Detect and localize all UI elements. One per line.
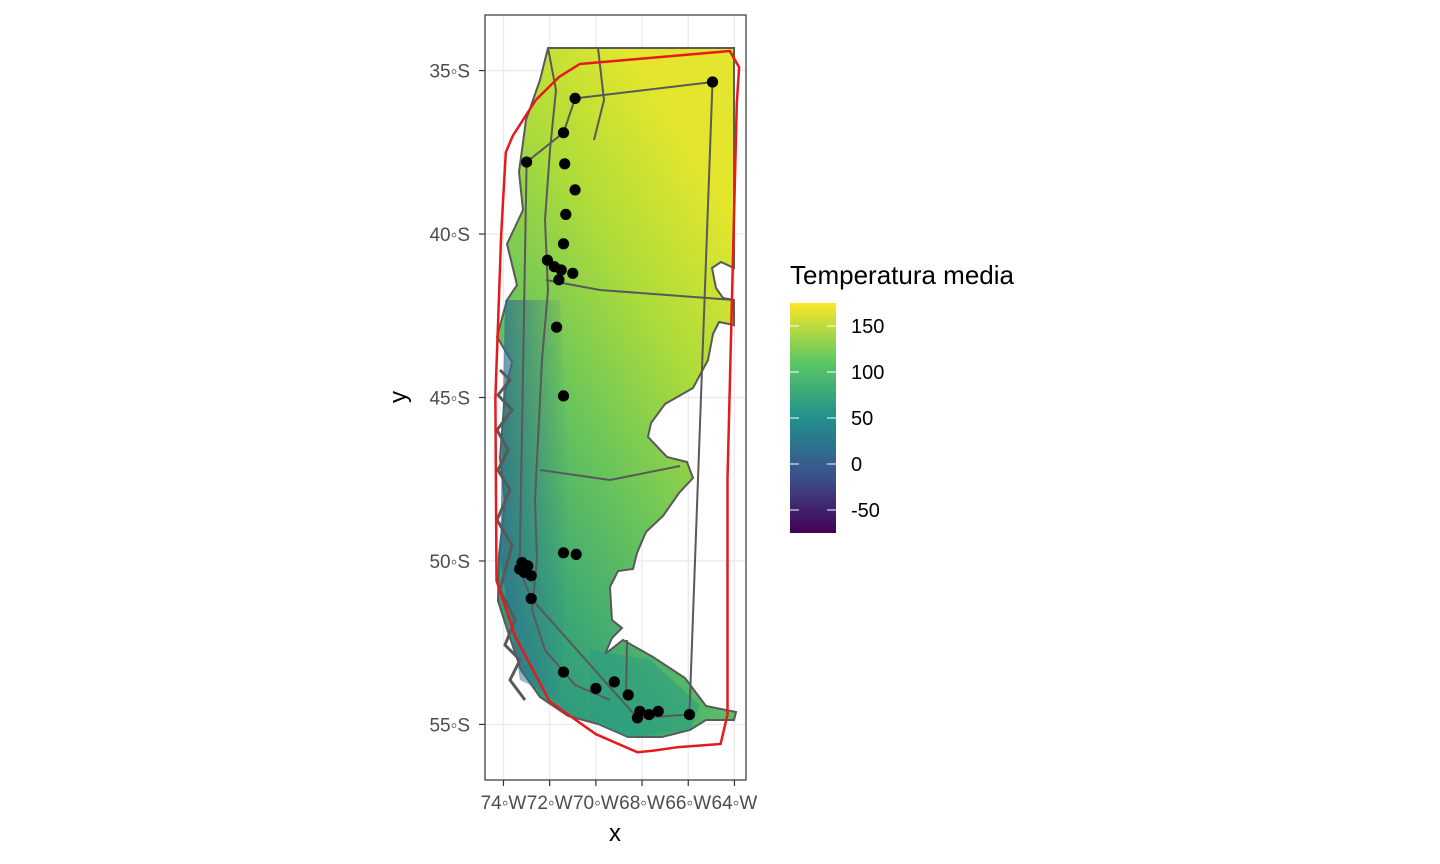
sample-point [521, 156, 533, 168]
x-axis-title: x [609, 820, 621, 847]
sample-point [569, 92, 581, 104]
sample-point [557, 390, 570, 402]
sample-point [643, 709, 655, 721]
province-line [539, 465, 681, 482]
legend-title: Temperatura media [790, 260, 1015, 290]
x-tick-label: 72◦W [527, 793, 573, 814]
sample-point [553, 274, 565, 286]
sample-point [652, 705, 664, 717]
sample-points [514, 76, 719, 724]
sample-point [525, 593, 537, 605]
sample-point [525, 570, 537, 582]
convex-hull [494, 49, 741, 754]
y-tick-label: 40◦S [429, 225, 470, 246]
y-tick-label: 35◦S [429, 62, 470, 83]
legend-breaks: 150 100 50 0 -50 [790, 316, 884, 522]
y-tick-label: 55◦S [429, 715, 470, 736]
legend-break-label: -50 [851, 500, 880, 522]
legend-break-label: 0 [851, 454, 862, 476]
sample-point [557, 238, 570, 250]
andes-border-line [530, 47, 611, 701]
legend: Temperatura media 150 100 50 0 -50 [790, 260, 1015, 533]
y-tick-label: 45◦S [429, 389, 470, 410]
axes: 74◦W 72◦W 70◦W 68◦W 66◦W 64◦W 35◦S 40◦S 45◦S 50◦… [385, 62, 757, 847]
sample-point [569, 184, 581, 196]
sample-point [557, 666, 570, 678]
sample-point [555, 264, 567, 276]
x-tick-label: 66◦W [665, 793, 711, 814]
x-axis-ticks: 74◦W 72◦W 70◦W 68◦W 66◦W 64◦W [481, 780, 758, 814]
sample-point [570, 548, 582, 561]
province-line [593, 47, 606, 141]
sample-point [683, 709, 696, 721]
sample-point [557, 127, 570, 139]
plot-panel [484, 14, 747, 781]
sample-point [631, 712, 644, 724]
west-coast-islands [495, 368, 527, 701]
sample-point [559, 158, 571, 170]
sample-point [557, 547, 570, 559]
x-tick-label: 68◦W [619, 793, 665, 814]
legend-break-label: 50 [851, 408, 873, 430]
x-tick-label: 64◦W [712, 793, 758, 814]
legend-break-label: 150 [851, 316, 884, 338]
x-tick-label: 74◦W [481, 793, 527, 814]
province-line [545, 279, 735, 301]
y-tick-label: 50◦S [429, 552, 470, 573]
sample-point [560, 208, 572, 220]
y-axis-ticks: 35◦S 40◦S 45◦S 50◦S 55◦S [429, 62, 485, 736]
x-tick-label: 70◦W [573, 793, 619, 814]
legend-break-label: 100 [851, 362, 884, 384]
sample-point [590, 682, 602, 695]
sample-point [622, 689, 634, 701]
hull-outline [494, 49, 741, 754]
sample-point [567, 267, 579, 279]
sample-point [706, 76, 719, 88]
sample-point [608, 676, 620, 688]
province-boundaries [495, 47, 735, 701]
y-axis-title: y [385, 391, 412, 403]
sample-point [551, 321, 563, 333]
